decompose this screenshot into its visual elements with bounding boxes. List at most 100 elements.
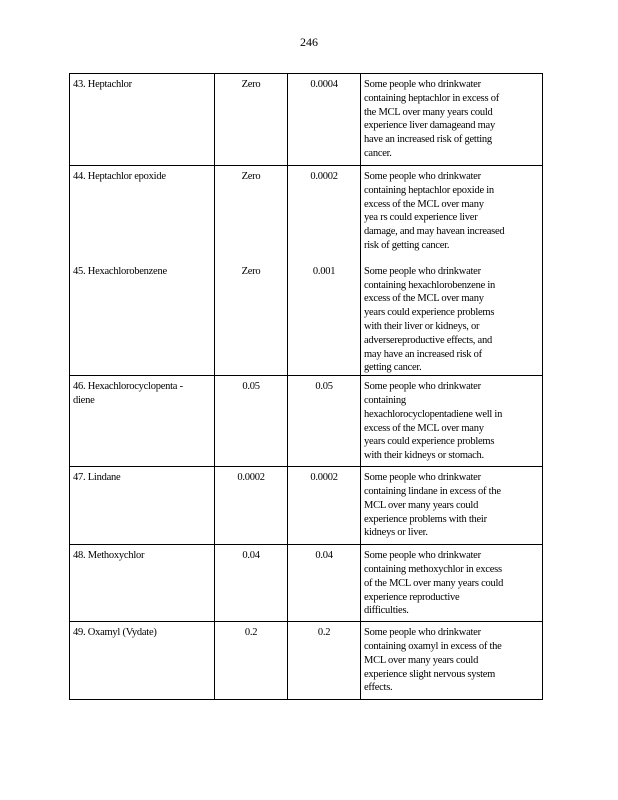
effects-line: with their kidneys or stomach.	[364, 450, 484, 462]
name-line: 49. Oxamyl (Vydate)	[73, 627, 157, 639]
effects-line: years could experience problems	[364, 436, 495, 448]
health-effects-cell: Some people who drinkwater containing hep…	[360, 73, 543, 166]
contaminant-cell: 46. Hexachlorocyclopenta - diene	[69, 375, 215, 468]
effects-line: Some people who drinkwater	[364, 550, 481, 562]
effects-line: MCL over many years could	[364, 499, 479, 511]
health-effects-text: Some people who drinkwater containing hex…	[364, 265, 539, 375]
effects-line: with their liver or kidneys, or	[364, 320, 480, 332]
health-effects-text: Some people who drinkwater containing hep…	[364, 78, 539, 161]
table-row: 44. Heptachlor epoxide 45. Hexachlorobenz…	[69, 164, 543, 377]
contaminant-name: 46. Hexachlorocyclopenta - diene	[73, 380, 211, 408]
contaminant-cell: 47. Lindane	[69, 466, 215, 546]
effects-line: containing heptachlor in excess of	[364, 92, 499, 104]
effects-line: containing methoxychlor in excess	[364, 563, 502, 575]
entry-spacer	[291, 253, 357, 265]
effects-line: hexachlorocyclopentadiene well in	[364, 408, 503, 420]
mclg-cell: 0.2	[214, 621, 288, 701]
mcl-value: 0.05	[315, 381, 333, 393]
name-line: 46. Hexachlorocyclopenta -	[73, 381, 183, 393]
contaminant-name: 47. Lindane	[73, 471, 211, 485]
health-effects-text: Some people who drinkwater containing hexa…	[364, 380, 539, 463]
effects-line: excess of the MCL over many	[364, 422, 484, 434]
effects-line: the MCL over many years could	[364, 106, 493, 118]
effects-line: years could experience problems	[364, 307, 495, 319]
name-line: 43. Heptachlor	[73, 79, 132, 90]
effects-line: experience liver damageand may	[364, 120, 495, 132]
effects-line: Some people who drinkwater	[364, 265, 481, 277]
effects-line: Some people who drinkwater	[364, 627, 481, 639]
name-line: diene	[73, 394, 95, 406]
effects-line: Some people who drinkwater	[364, 79, 481, 90]
entry-spacer	[218, 253, 284, 265]
name-line: 48. Methoxychlor	[73, 550, 145, 562]
table-row: 49. Oxamyl (Vydate) 0.2 0.2 Some people who…	[69, 621, 543, 701]
contaminant-name: 49. Oxamyl (Vydate)	[73, 626, 211, 640]
effects-line: experience problems with their	[364, 513, 487, 525]
mclg-value: 0.05	[242, 381, 260, 393]
contaminant-cell: 44. Heptachlor epoxide 45. Hexachlorobenz…	[69, 164, 215, 377]
effects-line: experience slight nervous system	[364, 668, 496, 680]
effects-line: cancer.	[364, 147, 392, 159]
effects-line: difficulties.	[364, 605, 409, 617]
mclg-cell: Zero Zero	[214, 164, 288, 377]
mcl-value: 0.0002	[310, 171, 338, 182]
page-number: 246	[300, 35, 318, 49]
health-effects-cell: Some people who drinkwater containing met…	[360, 544, 543, 623]
table-row: 46. Hexachlorocyclopenta - diene 0.05 0.05 S…	[69, 375, 543, 468]
health-effects-cell: Some people who drinkwater containing lin…	[360, 466, 543, 546]
mcl-value: 0.001	[312, 265, 336, 277]
contaminant-name: 45. Hexachlorobenzene	[73, 265, 211, 279]
effects-line: Some people who drinkwater	[364, 171, 481, 182]
health-effects-cell: Some people who drinkwater containing oxa…	[360, 621, 543, 701]
effects-line: containing lindane in excess of the	[364, 485, 501, 497]
mclg-value: Zero	[241, 79, 261, 90]
health-effects-text: Some people who drinkwater containing oxa…	[364, 626, 539, 695]
health-effects-text: Some people who drinkwater containing lin…	[364, 471, 539, 540]
contaminant-name: 48. Methoxychlor	[73, 549, 211, 563]
name-line: 47. Lindane	[73, 472, 121, 484]
effects-line: may have an increased risk of	[364, 348, 482, 360]
health-effects-text: Some people who drinkwater containing met…	[364, 549, 539, 618]
contaminant-name: 43. Heptachlor	[73, 78, 211, 92]
mclg-cell: 0.05	[214, 375, 288, 468]
table-row: 43. Heptachlor Zero 0.0004 Some people who …	[69, 73, 543, 166]
effects-line: effects.	[364, 682, 393, 694]
effects-line: Some people who drinkwater	[364, 472, 481, 484]
table-row: 48. Methoxychlor 0.04 0.04 Some people who …	[69, 544, 543, 623]
mcl-cell: 0.0002 0.001	[287, 164, 361, 377]
mclg-cell: 0.0002	[214, 466, 288, 546]
contaminant-cell: 49. Oxamyl (Vydate)	[69, 621, 215, 701]
health-effects-cell: Some people who drinkwater containing hexa…	[360, 375, 543, 468]
mclg-value: 0.2	[244, 627, 258, 639]
effects-line: containing oxamyl in excess of the	[364, 640, 502, 652]
effects-line: containing hexachlorobenzene in	[364, 279, 496, 291]
effects-line: getting cancer.	[364, 362, 422, 374]
effects-line: experience reproductive	[364, 591, 460, 603]
name-line: 45. Hexachlorobenzene	[73, 265, 167, 277]
mcl-value: 0.0004	[310, 79, 338, 90]
mcl-cell: 0.2	[287, 621, 361, 701]
effects-line: excess of the MCL over many	[364, 198, 484, 210]
mcl-cell: 0.05	[287, 375, 361, 468]
mcl-cell: 0.0004	[287, 73, 361, 166]
contaminant-cell: 48. Methoxychlor	[69, 544, 215, 623]
mclg-value: Zero	[241, 171, 261, 182]
name-line: 44. Heptachlor epoxide	[73, 171, 166, 182]
mcl-value: 0.0002	[310, 472, 338, 484]
entry-spacer	[364, 253, 539, 265]
table-row: 47. Lindane 0.0002 0.0002 Some people who d…	[69, 466, 543, 546]
contaminant-table: 43. Heptachlor Zero 0.0004 Some people who …	[69, 73, 543, 701]
mclg-cell: 0.04	[214, 544, 288, 623]
mcl-value: 0.04	[315, 550, 333, 562]
effects-line: kidneys or liver.	[364, 527, 428, 539]
effects-line: have an increased risk of getting	[364, 134, 492, 146]
mclg-value: Zero	[241, 265, 261, 277]
effects-line: of the MCL over many years could	[364, 577, 504, 589]
mclg-cell: Zero	[214, 73, 288, 166]
effects-line: yea rs could experience liver	[364, 212, 478, 224]
health-effects-cell: Some people who drinkwater containing hep…	[360, 164, 543, 377]
mcl-cell: 0.04	[287, 544, 361, 623]
effects-line: MCL over many years could	[364, 654, 479, 666]
contaminant-cell: 43. Heptachlor	[69, 73, 215, 166]
effects-line: Some people who drinkwater	[364, 381, 481, 393]
